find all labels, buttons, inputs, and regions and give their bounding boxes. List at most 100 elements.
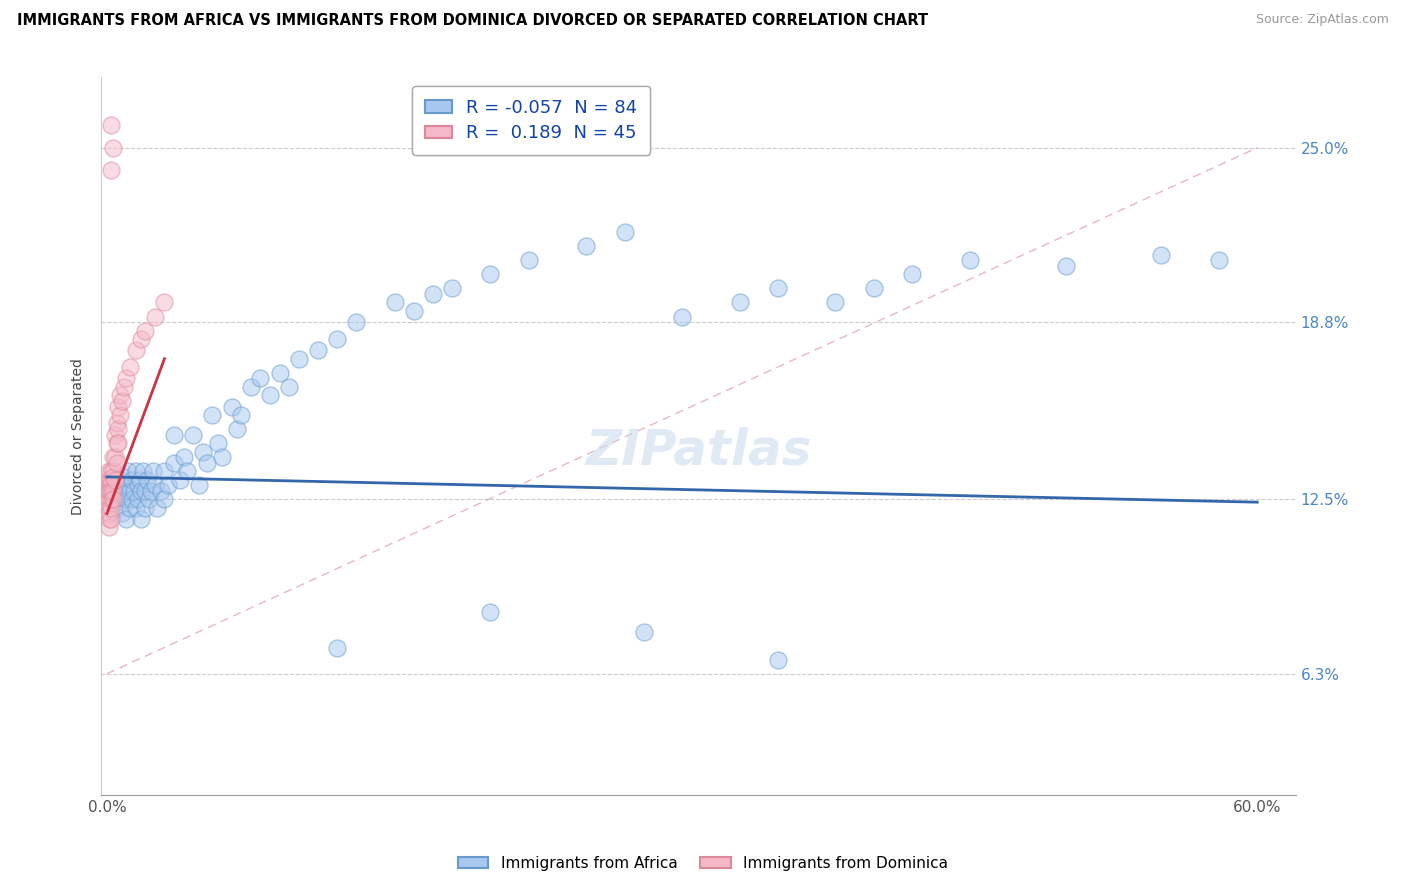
Point [115, 371, 138, 385]
Point [231, 408, 253, 422]
Point [97, 520, 120, 534]
Point [104, 473, 127, 487]
Point [862, 281, 884, 295]
Point [118, 500, 141, 515]
Point [728, 295, 751, 310]
Point [100, 464, 122, 478]
Y-axis label: Divorced or Separated: Divorced or Separated [72, 358, 86, 515]
Point [101, 450, 124, 465]
Point [146, 500, 169, 515]
Point [169, 473, 191, 487]
Point [125, 500, 148, 515]
Point [278, 380, 301, 394]
Point [97, 492, 120, 507]
Point [118, 360, 141, 375]
Point [157, 478, 180, 492]
Point [575, 239, 598, 253]
Point [97, 478, 120, 492]
Legend: Immigrants from Africa, Immigrants from Dominica: Immigrants from Africa, Immigrants from … [451, 850, 955, 877]
Point [671, 310, 693, 324]
Point [101, 483, 124, 498]
Point [127, 478, 149, 492]
Point [176, 464, 198, 478]
Point [1208, 253, 1230, 268]
Point [122, 483, 145, 498]
Point [100, 483, 122, 498]
Point [239, 380, 262, 394]
Point [100, 478, 122, 492]
Point [226, 422, 249, 436]
Point [422, 287, 444, 301]
Point [107, 436, 129, 450]
Point [111, 507, 134, 521]
Point [100, 500, 122, 515]
Point [97, 473, 120, 487]
Point [139, 483, 162, 498]
Point [107, 400, 129, 414]
Point [307, 343, 329, 358]
Point [269, 366, 291, 380]
Point [131, 512, 153, 526]
Point [149, 483, 172, 498]
Point [326, 641, 349, 656]
Point [259, 388, 281, 402]
Point [181, 427, 204, 442]
Point [97, 512, 120, 526]
Point [479, 605, 502, 619]
Point [221, 400, 243, 414]
Point [97, 507, 120, 521]
Point [633, 624, 655, 639]
Text: IMMIGRANTS FROM AFRICA VS IMMIGRANTS FROM DOMINICA DIVORCED OR SEPARATED CORRELA: IMMIGRANTS FROM AFRICA VS IMMIGRANTS FRO… [17, 13, 928, 29]
Point [111, 483, 134, 498]
Point [112, 470, 135, 484]
Point [143, 478, 166, 492]
Point [101, 492, 124, 507]
Point [153, 492, 176, 507]
Legend: R = -0.057  N = 84, R =  0.189  N = 45: R = -0.057 N = 84, R = 0.189 N = 45 [412, 87, 650, 155]
Point [97, 500, 120, 515]
Point [125, 343, 148, 358]
Point [163, 427, 186, 442]
Point [110, 388, 132, 402]
Point [134, 324, 156, 338]
Point [134, 483, 156, 498]
Point [125, 464, 148, 478]
Point [101, 141, 124, 155]
Point [326, 332, 349, 346]
Point [110, 473, 132, 487]
Point [134, 500, 156, 515]
Point [104, 427, 127, 442]
Point [824, 295, 846, 310]
Point [100, 118, 122, 132]
Point [191, 444, 214, 458]
Point [173, 450, 195, 465]
Point [115, 492, 138, 507]
Point [97, 464, 120, 478]
Point [105, 500, 128, 515]
Point [153, 464, 176, 478]
Point [384, 295, 406, 310]
Point [121, 473, 143, 487]
Point [104, 483, 127, 498]
Point [402, 304, 425, 318]
Point [97, 483, 120, 498]
Point [100, 492, 122, 507]
Point [121, 492, 143, 507]
Point [105, 436, 128, 450]
Point [118, 483, 141, 498]
Point [517, 253, 540, 268]
Point [163, 456, 186, 470]
Point [143, 310, 166, 324]
Point [1150, 247, 1173, 261]
Point [127, 492, 149, 507]
Point [201, 408, 224, 422]
Point [100, 512, 122, 526]
Point [101, 492, 124, 507]
Point [131, 332, 153, 346]
Point [110, 408, 132, 422]
Point [115, 512, 138, 526]
Point [195, 456, 218, 470]
Point [100, 473, 122, 487]
Point [249, 371, 271, 385]
Point [136, 473, 159, 487]
